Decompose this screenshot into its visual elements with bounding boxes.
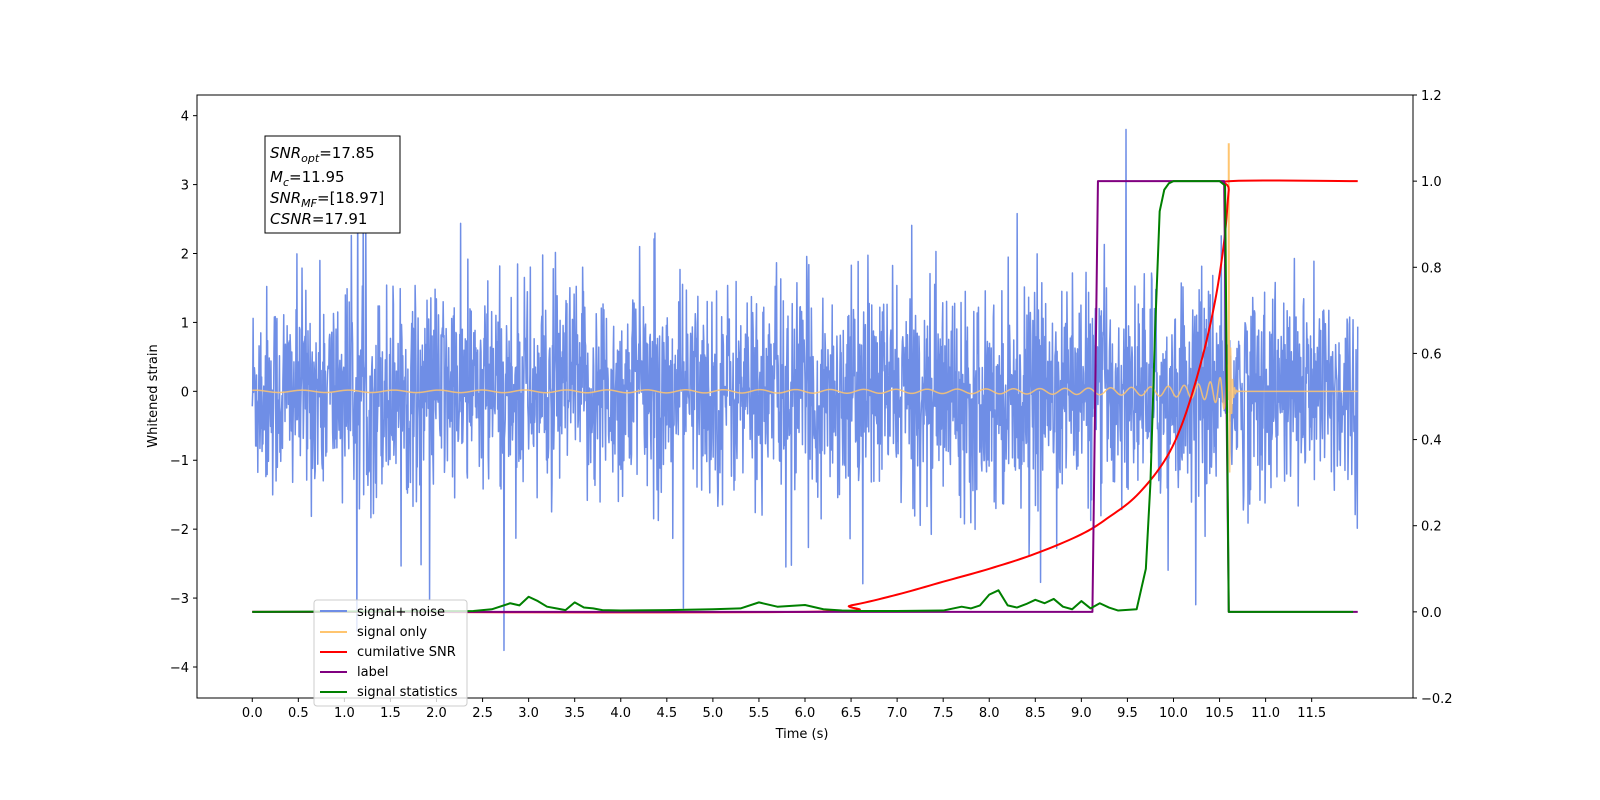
y2-tick-label: 0.8 [1421,261,1442,276]
legend-label-label: label [357,665,388,680]
y-tick-label: 1 [181,316,189,331]
y-tick-label: 0 [181,385,189,400]
series-signal-noise [251,128,1359,652]
x-tick-label: 8.0 [979,706,1000,721]
y-axis-right: 1.2 1.0 0.8 0.6 0.4 0.2 0.0 −0.2 [1413,89,1453,707]
y-tick-label: 4 [181,110,189,125]
x-tick-label: 10.5 [1205,706,1234,721]
y2-tick-label: 0.4 [1421,434,1442,449]
series-signal-statistics [252,180,1354,613]
x-tick-label: 2.0 [426,706,447,721]
x-tick-label: 5.5 [749,706,770,721]
y2-tick-label: 0.6 [1421,347,1442,362]
legend: signal+ noise signal only cumilative SNR… [313,599,468,707]
x-tick-label: 10.0 [1159,706,1188,721]
y-tick-label: 2 [181,248,189,263]
x-tick-label: 2.5 [472,706,493,721]
series-signal-only [252,250,1358,473]
x-tick-label: 1.5 [380,706,401,721]
y2-tick-label: 0.2 [1421,520,1442,535]
y2-tick-label: 1.0 [1421,175,1442,190]
x-tick-label: 0.0 [242,706,263,721]
x-tick-label: 3.0 [518,706,539,721]
legend-label-signal-statistics: signal statistics [357,685,458,700]
legend-label-signal-noise: signal+ noise [357,605,445,620]
series-layer [251,128,1359,652]
y2-tick-label: 0.0 [1421,606,1442,621]
x-tick-label: 9.0 [1071,706,1092,721]
annotation-snr-mf: SNRMF=[18.97] [270,189,384,210]
x-axis: 0.0 0.5 1.0 1.5 2.0 2.5 3.0 3.5 4.0 4.5 5.0 5.5 6.0 6… [242,698,1326,721]
x-tick-label: 8.5 [1025,706,1046,721]
x-tick-label: 3.5 [564,706,585,721]
y-axis-left: 4 3 2 1 0 −1 −2 −3 −4 [170,110,197,676]
x-tick-label: 6.0 [795,706,816,721]
x-tick-label: 4.0 [610,706,631,721]
y-tick-label: 3 [181,179,189,194]
annotation-csnr: CSNR=17.91 [270,210,367,228]
x-tick-label: 6.5 [841,706,862,721]
x-tick-label: 1.0 [334,706,355,721]
y-tick-label: −3 [170,592,189,607]
x-axis-label: Time (s) [775,727,829,742]
annotation-snr-opt: SNRopt=17.85 [270,144,375,165]
x-tick-label: 4.5 [656,706,677,721]
x-tick-label: 7.0 [887,706,908,721]
x-tick-label: 7.5 [933,706,954,721]
annotation-mc: Mc=11.95 [270,168,345,189]
x-tick-label: 0.5 [288,706,309,721]
y-tick-label: −4 [170,661,189,676]
y2-tick-label: −0.2 [1421,692,1453,707]
legend-label-cumulative-snr: cumilative SNR [357,645,456,660]
x-tick-label: 11.5 [1297,706,1326,721]
annotation-box: SNRopt=17.85 Mc=11.95 SNRMF=[18.97] CSNR… [264,135,401,234]
y-tick-label: −1 [170,454,189,469]
y-tick-label: −2 [170,523,189,538]
legend-label-signal-only: signal only [357,625,427,640]
y2-tick-label: 1.2 [1421,89,1442,104]
x-tick-label: 9.5 [1117,706,1138,721]
y-axis-label: Whitened strain [146,344,161,447]
legend-frame [313,599,468,707]
x-tick-label: 5.0 [703,706,724,721]
x-tick-label: 11.0 [1251,706,1280,721]
